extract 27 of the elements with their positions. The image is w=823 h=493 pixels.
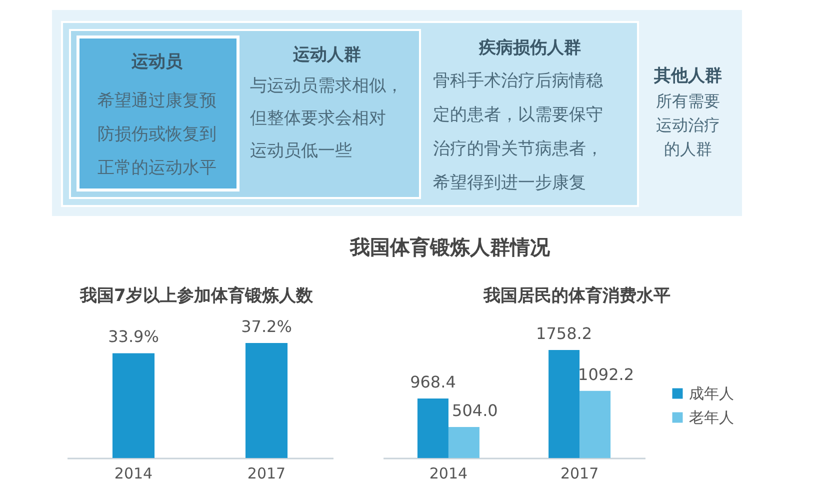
data-label: 33.9%: [108, 327, 159, 346]
text: 与运动员需求相似，但整体要求会相对运动员低一些: [250, 76, 403, 161]
text: 其他人群: [653, 66, 722, 86]
data-label: 1758.2: [536, 324, 592, 343]
x-tick-label: 2017: [247, 464, 286, 482]
text: 疾病损伤人群: [478, 38, 581, 58]
text: 骨科手术治疗后病情稳定的患者，以需要保守治疗的骨关节病患者，希望得到进一步康复: [433, 70, 603, 193]
text: 我国体育锻炼人群情况: [349, 235, 551, 259]
bar: [417, 398, 448, 458]
data-label: 968.4: [410, 372, 456, 392]
bar: [548, 350, 580, 458]
data-label: 37.2%: [241, 316, 292, 336]
text: 所有需要运动治疗的人群: [656, 91, 720, 158]
data-label: 504.0: [452, 401, 498, 420]
legend-label: 老年人: [689, 408, 734, 426]
x-tick-label: 2017: [560, 464, 599, 482]
legend-label: 成年人: [689, 384, 734, 402]
text: 运动员: [130, 52, 184, 72]
bar: [448, 427, 480, 458]
text: 运动人群: [292, 45, 361, 65]
x-tick-label: 2014: [114, 464, 153, 482]
bar: [580, 390, 611, 458]
text: 希望通过康复预防损伤或恢复到正常的运动水平: [98, 90, 216, 178]
data-label: 1092.2: [578, 364, 634, 384]
chart-title: 我国居民的体育消费水平: [482, 285, 670, 306]
chart-title: 我国7岁以上参加体育锻炼人数: [79, 285, 314, 306]
x-tick-label: 2014: [429, 464, 468, 482]
